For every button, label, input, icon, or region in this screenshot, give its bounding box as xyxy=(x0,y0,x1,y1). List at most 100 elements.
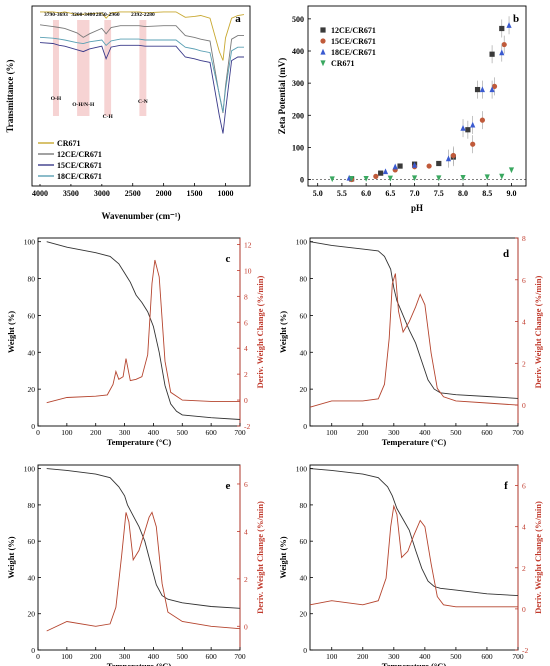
band-shade xyxy=(104,20,112,116)
y-tick-label: 100 xyxy=(296,238,308,247)
y-tick-label: 20 xyxy=(300,385,308,394)
panel-f: 100 200 300 400 500 600 700 0 20 40 60 80 100 -2 0 2 4 6 f… xyxy=(278,464,543,666)
panel-b: 5.0 5.5 6.0 6.5 7.0 7.5 8.0 8.5 9.0 0 100 200 300 400… xyxy=(277,5,527,213)
panel-e: 0 100 200 300 400 500 600 700 0 20 40 60 80 100 0 2 4 6 e T… xyxy=(6,464,265,666)
y-tick-label: 0 xyxy=(300,176,304,185)
panel-d-letter: d xyxy=(503,248,509,260)
data-point xyxy=(426,163,432,169)
x-tick-label: 600 xyxy=(206,428,218,437)
y-tick-label: 0 xyxy=(31,422,35,431)
y-tick-label: 40 xyxy=(300,573,308,582)
band-range-label: 2392-2280 xyxy=(131,12,155,18)
x-tick-label: 200 xyxy=(357,428,369,437)
data-point xyxy=(491,83,498,89)
legend-label: 12CE/CR671 xyxy=(331,26,376,35)
panel-f-ylabel-left: Weight (%) xyxy=(278,536,288,578)
x-tick-label: 0 xyxy=(36,428,40,437)
y2-tick-label: 2 xyxy=(522,359,526,368)
y-tick-label: 100 xyxy=(292,143,304,152)
band-shade xyxy=(52,20,59,116)
panel-f-weight-line xyxy=(309,468,519,597)
data-point xyxy=(373,173,379,179)
panel-d-ylabel-right: Deriv. Weight Change (%/min) xyxy=(533,275,543,388)
x-tick-label: 200 xyxy=(90,428,102,437)
data-point xyxy=(320,48,326,55)
x-tick-label: 700 xyxy=(234,428,246,437)
band-name-label: C-N xyxy=(138,99,148,105)
series-line xyxy=(39,24,244,114)
data-point xyxy=(378,170,384,176)
panel-f-frame xyxy=(309,464,519,651)
y-tick-label: 60 xyxy=(28,311,36,320)
x-tick-label: 500 xyxy=(450,652,462,661)
data-point xyxy=(392,163,398,170)
band-shade xyxy=(77,20,90,116)
y2-tick-label: 4 xyxy=(244,344,248,353)
y2-tick-label: 0 xyxy=(522,605,526,614)
panel-c-deriv-line xyxy=(46,259,240,404)
x-tick-label: 0 xyxy=(36,652,40,661)
x-tick-label: 1000 xyxy=(217,189,233,198)
y-tick-label: 0 xyxy=(303,646,307,655)
panel-b-legend: 12CE/CR671 15CE/CR671 18CE/CR671 CR671 xyxy=(320,26,376,68)
y2-tick-label: 2 xyxy=(522,564,526,573)
band-range-label: 2850-2960 xyxy=(96,12,120,18)
panel-a-plot xyxy=(39,11,245,134)
y2-tick-label: 0 xyxy=(522,401,526,410)
data-point xyxy=(329,176,335,183)
panel-c-frame xyxy=(37,237,241,427)
panel-e-ylabel-left: Weight (%) xyxy=(6,536,16,578)
x-tick-label: 300 xyxy=(388,652,400,661)
x-tick-label: 2000 xyxy=(156,189,172,198)
data-point xyxy=(460,175,466,181)
panel-c-xlabel: Temperature (°C) xyxy=(107,437,172,447)
data-point xyxy=(411,175,418,182)
y-tick-label: 60 xyxy=(300,311,308,320)
panel-a-ylabel: Transmittance (%) xyxy=(5,59,15,132)
x-tick-label: 400 xyxy=(148,652,160,661)
y-tick-label: 60 xyxy=(28,537,36,546)
y-tick-label: 80 xyxy=(28,275,36,284)
x-tick-label: 400 xyxy=(419,428,431,437)
y2-tick-label: -2 xyxy=(522,646,528,655)
data-point xyxy=(506,22,512,28)
x-tick-label: 100 xyxy=(61,428,73,437)
x-tick-label: 7.5 xyxy=(434,189,444,198)
y-tick-label: 80 xyxy=(28,501,36,510)
legend-label: CR671 xyxy=(331,59,355,68)
y2-tick-label: 4 xyxy=(244,527,248,536)
x-tick-label: 500 xyxy=(450,428,462,437)
y-tick-label: 40 xyxy=(28,348,36,357)
data-point xyxy=(436,160,442,167)
panel-e-weight-line xyxy=(46,468,241,609)
data-point xyxy=(436,175,442,182)
x-tick-label: 5.0 xyxy=(313,189,323,198)
band-name-label: C-H xyxy=(103,114,114,120)
data-point xyxy=(479,117,485,123)
y2-tick-label: -2 xyxy=(244,422,250,431)
data-point xyxy=(450,152,456,159)
data-point xyxy=(489,86,495,93)
y-tick-label: 300 xyxy=(292,79,304,88)
panel-c-ylabel-right: Deriv. Weight Change (%/min) xyxy=(255,275,265,388)
panel-f-ylabel-right: Deriv. Weight Change (%/min) xyxy=(533,501,543,614)
x-tick-label: 8.5 xyxy=(482,189,492,198)
panel-c-ylabel-left: Weight (%) xyxy=(6,311,16,353)
data-point xyxy=(349,176,355,182)
x-tick-label: 6.5 xyxy=(385,189,395,198)
x-tick-label: 100 xyxy=(61,652,73,661)
data-point xyxy=(387,175,393,182)
y-tick-label: 60 xyxy=(300,537,308,546)
x-tick-label: 500 xyxy=(177,652,189,661)
panel-f-xlabel: Temperature (°C) xyxy=(382,661,447,666)
legend-label: 12CE/CR671 xyxy=(57,150,102,159)
panel-d-weight-line xyxy=(309,241,519,399)
x-tick-label: 600 xyxy=(481,428,493,437)
band-name-label: O-H/N-H xyxy=(72,102,95,108)
x-tick-label: 400 xyxy=(148,428,160,437)
y2-tick-label: 0 xyxy=(244,622,248,631)
x-tick-label: 9.0 xyxy=(506,189,516,198)
data-point xyxy=(484,174,490,181)
data-point xyxy=(499,173,505,180)
band-name-label: O-H xyxy=(51,96,62,102)
